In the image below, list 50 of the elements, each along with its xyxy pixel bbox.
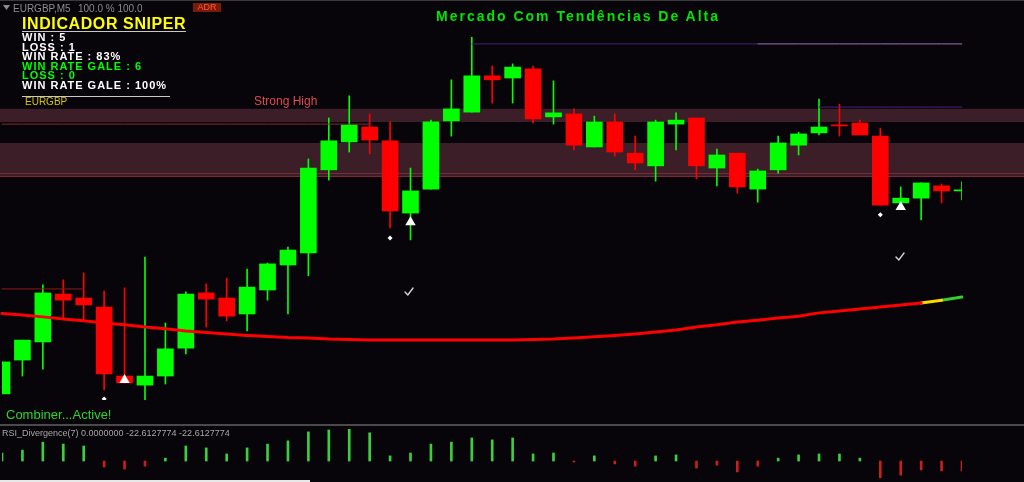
point (101, 396, 107, 400)
bar (735, 460, 739, 473)
bar (21, 449, 24, 462)
bar (654, 455, 657, 462)
bar (695, 460, 698, 469)
bar (347, 429, 351, 462)
bar (776, 457, 780, 462)
bar (409, 452, 412, 462)
text: Combiner...Active! (6, 407, 112, 422)
chart-title: Mercado Com Tendências De Alta (436, 8, 721, 24)
bar (593, 455, 596, 462)
bar (899, 460, 903, 476)
bar (123, 460, 126, 470)
bar (470, 437, 474, 462)
chart-title: RSI_Divergence(7) 0.0000000 -22.6127774 -22.6127774 (2, 428, 230, 438)
annotation: LOSS : 1 (22, 40, 76, 53)
text: EURGBP,M5 (13, 3, 71, 14)
bar (511, 437, 514, 462)
bar (797, 454, 800, 462)
point (387, 235, 393, 241)
point (405, 216, 416, 226)
point (877, 212, 883, 218)
bar (552, 452, 555, 462)
bar (327, 429, 331, 462)
annotation: EURGBP (22, 96, 170, 107)
annotation: LOSS : 0 (22, 69, 76, 82)
text: ADR (193, 2, 221, 12)
text: 100.0 % 100.0 (78, 3, 143, 14)
bar (940, 460, 943, 472)
bar (878, 460, 882, 478)
bar (61, 443, 65, 462)
bar (164, 457, 167, 462)
bar (613, 460, 617, 465)
bar (368, 432, 371, 462)
bar (490, 439, 494, 462)
bar (633, 460, 637, 467)
text: INDICADOR SNIPER (22, 15, 187, 32)
annotation: WIN : 5 (22, 31, 67, 43)
bar (756, 460, 760, 467)
bar (204, 447, 208, 462)
bar (266, 443, 269, 462)
annotation: WIN RATE GALE : 100% (22, 79, 168, 91)
point (895, 200, 906, 210)
bar (838, 453, 841, 462)
bar (450, 441, 453, 462)
candlestick (279, 246, 297, 315)
band-label: Strong High (254, 94, 318, 109)
bar (307, 431, 310, 462)
bar (225, 453, 229, 462)
bar (82, 445, 86, 462)
